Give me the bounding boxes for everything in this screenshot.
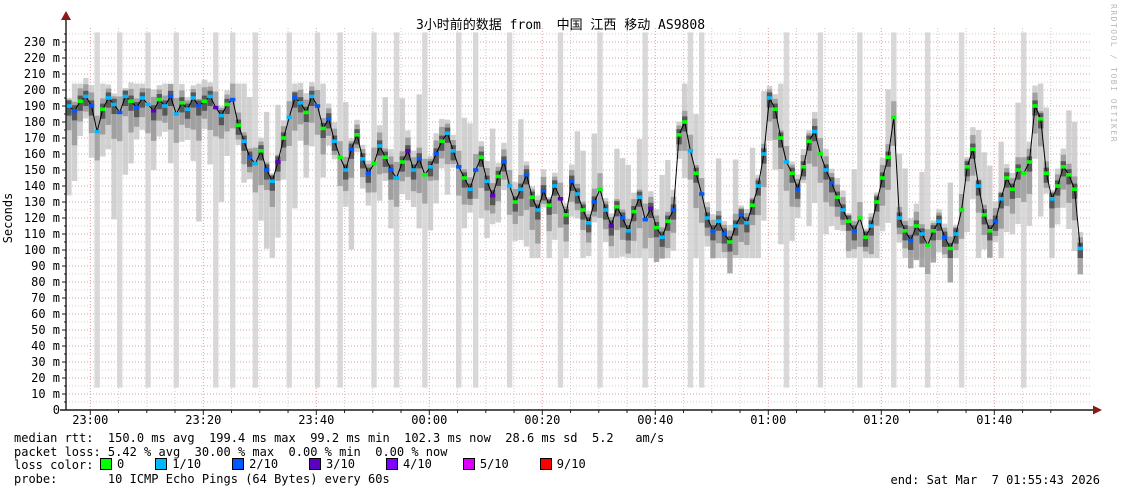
loss-legend-item-1-10: 1/10	[155, 457, 201, 471]
svg-text:50 m: 50 m	[31, 323, 60, 337]
loss-legend-item-0: 0	[100, 457, 124, 471]
svg-text:60 m: 60 m	[31, 307, 60, 321]
svg-text:90 m: 90 m	[31, 259, 60, 273]
loss-color-swatch	[385, 458, 398, 470]
loss-color-swatch	[309, 458, 322, 470]
svg-text:170 m: 170 m	[24, 131, 60, 145]
loss-legend-text: 3/10	[326, 457, 355, 471]
svg-text:230 m: 230 m	[24, 35, 60, 49]
svg-text:200 m: 200 m	[24, 83, 60, 97]
svg-text:210 m: 210 m	[24, 67, 60, 81]
svg-text:23:20: 23:20	[185, 413, 221, 427]
svg-text:30 m: 30 m	[31, 355, 60, 369]
loss-legend-text: 5/10	[479, 457, 509, 471]
latency-graph: 0 10 m 20 m 30 m 40 m 50 m 60 m 70 m 80 m 90 m 100…	[24, 11, 1102, 427]
end-timestamp: end: Sat Mar 7 01:55:43 2026	[890, 473, 1100, 487]
svg-text:01:20: 01:20	[863, 413, 899, 427]
loss-color-swatch	[100, 458, 112, 470]
svg-text:190 m: 190 m	[24, 99, 60, 113]
svg-text:0: 0	[53, 403, 60, 417]
svg-text:00:00: 00:00	[411, 413, 447, 427]
svg-text:70 m: 70 m	[31, 291, 60, 305]
loss-color-label: loss color:	[14, 458, 94, 472]
loss-legend-text: 4/10	[402, 457, 432, 471]
loss-legend-item-3-10: 3/10	[309, 457, 355, 471]
svg-text:23:40: 23:40	[298, 413, 334, 427]
loss-legend-text: 0	[117, 457, 125, 471]
svg-text:110 m: 110 m	[24, 227, 60, 241]
svg-text:01:40: 01:40	[976, 413, 1012, 427]
graph-title: 3小时前的数据 from 中国 江西 移动 AS9808	[415, 18, 706, 33]
loss-legend-text: 9/10	[556, 457, 586, 471]
loss-color-swatch	[462, 458, 475, 470]
svg-text:120 m: 120 m	[24, 211, 60, 225]
svg-text:10 m: 10 m	[31, 387, 60, 401]
loss-legend-text: 1/10	[172, 457, 202, 471]
loss-legend-text: 2/10	[249, 457, 279, 471]
svg-text:00:40: 00:40	[637, 413, 673, 427]
loss-legend-item-2-10: 2/10	[232, 457, 278, 471]
loss-color-swatch	[155, 458, 168, 470]
svg-text:00:20: 00:20	[524, 413, 560, 427]
svg-text:140 m: 140 m	[24, 179, 60, 193]
svg-text:20 m: 20 m	[31, 371, 60, 385]
loss-legend-item-4-10: 4/10	[385, 457, 432, 471]
svg-text:80 m: 80 m	[31, 275, 60, 289]
loss-legend-item-9-10: 9/10	[539, 457, 586, 471]
loss-color-swatch	[539, 458, 552, 470]
svg-text:180 m: 180 m	[24, 115, 60, 129]
svg-text:160 m: 160 m	[24, 147, 60, 161]
svg-text:100 m: 100 m	[24, 243, 60, 257]
svg-text:40 m: 40 m	[31, 339, 60, 353]
packet-loss-stats: packet loss: 5.42 % avg 30.00 % max 0.00…	[14, 445, 448, 459]
svg-text:01:00: 01:00	[750, 413, 786, 427]
svg-text:150 m: 150 m	[24, 163, 60, 177]
probe-info: probe: 10 ICMP Echo Pings (64 Bytes) eve…	[14, 472, 390, 486]
loss-legend-item-5-10: 5/10	[462, 457, 509, 471]
svg-text:23:00: 23:00	[72, 413, 108, 427]
loss-color-legend: 0 1/10 2/10 3/10 4/10 5/10 9/10	[100, 457, 586, 471]
svg-text:220 m: 220 m	[24, 51, 60, 65]
loss-color-swatch	[232, 458, 245, 470]
median-rtt-stats: median rtt: 150.0 ms avg 199.4 ms max 99…	[14, 431, 665, 445]
y-axis-label: Seconds	[1, 192, 15, 244]
svg-text:130 m: 130 m	[24, 195, 60, 209]
rrdtool-watermark: RRDTOOL / TOBI OETIKER	[1109, 4, 1118, 143]
